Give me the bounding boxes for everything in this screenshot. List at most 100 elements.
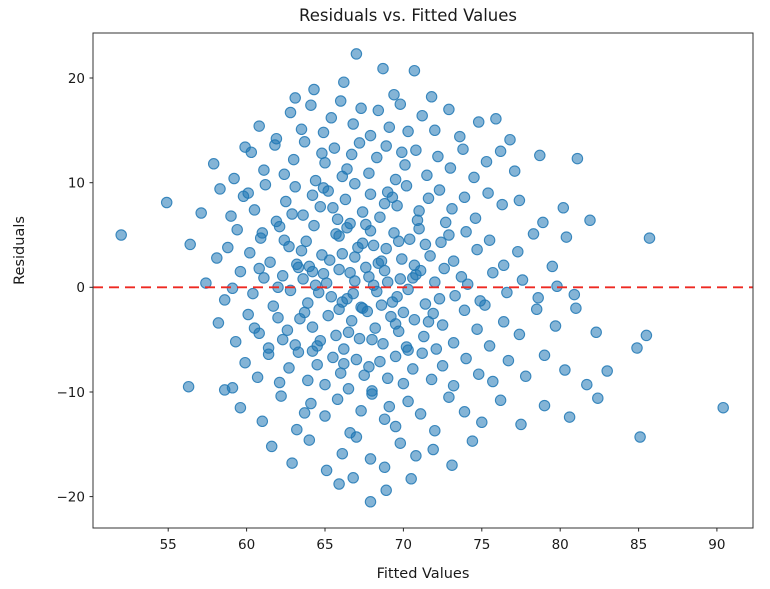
data-point	[497, 316, 510, 328]
data-point	[410, 144, 422, 156]
data-point	[425, 91, 438, 103]
x-tick-label: 70	[395, 537, 412, 553]
data-point	[380, 140, 392, 152]
data-point	[336, 447, 349, 460]
data-point	[289, 181, 301, 193]
data-point	[402, 395, 414, 408]
data-point	[334, 95, 347, 107]
data-point	[258, 164, 270, 176]
data-point	[483, 234, 496, 246]
data-point	[364, 188, 377, 200]
data-point	[292, 261, 305, 274]
data-point	[371, 151, 383, 164]
data-point	[419, 298, 432, 310]
data-point	[439, 216, 452, 229]
data-point	[295, 123, 308, 136]
data-point	[259, 178, 272, 191]
data-point	[429, 124, 441, 137]
y-tick-label: −20	[57, 489, 86, 505]
data-point	[327, 351, 339, 364]
data-point	[302, 297, 314, 309]
data-point	[435, 236, 447, 249]
data-point	[487, 375, 499, 388]
data-point	[568, 288, 581, 301]
data-point	[226, 282, 239, 295]
data-point	[298, 407, 311, 419]
data-point	[429, 424, 441, 437]
data-point	[352, 241, 364, 254]
data-point	[512, 245, 524, 258]
data-point	[447, 255, 460, 267]
data-point	[297, 209, 309, 221]
data-point	[380, 484, 392, 497]
data-point	[287, 153, 300, 166]
data-point	[239, 141, 251, 153]
data-point	[532, 292, 544, 304]
data-point	[584, 214, 596, 227]
data-point	[497, 259, 510, 272]
data-point	[560, 231, 573, 243]
chart-title: Residuals vs. Fitted Values	[299, 6, 517, 25]
data-point	[413, 205, 425, 217]
data-point	[546, 260, 559, 273]
data-point	[234, 401, 247, 414]
data-point	[601, 365, 613, 377]
data-point	[590, 326, 602, 339]
y-tick-label: 10	[68, 176, 85, 192]
data-point	[284, 106, 297, 119]
data-point	[410, 450, 422, 462]
data-point	[513, 194, 526, 207]
data-point	[242, 308, 254, 321]
x-tick-label: 60	[238, 537, 255, 553]
data-point	[374, 211, 386, 223]
y-axis-ticks: −20 −10 0 10 20	[57, 71, 93, 505]
data-point	[381, 372, 394, 385]
data-point	[377, 338, 389, 350]
x-tick-label: 65	[316, 537, 333, 553]
data-point	[446, 459, 458, 471]
data-point	[317, 182, 330, 194]
x-axis-label: Fitted Values	[377, 566, 470, 582]
data-point	[516, 274, 529, 286]
data-point	[515, 418, 527, 431]
data-point	[347, 472, 359, 484]
data-point	[557, 202, 570, 214]
data-point	[319, 378, 331, 391]
data-point	[330, 228, 342, 240]
data-point	[563, 411, 576, 423]
data-point	[306, 189, 319, 201]
data-point	[717, 401, 729, 414]
data-point	[338, 76, 350, 88]
data-point	[425, 373, 438, 386]
data-point	[419, 238, 432, 251]
data-point	[367, 279, 380, 291]
data-point	[457, 143, 469, 155]
data-point	[229, 335, 242, 348]
data-point	[316, 249, 328, 261]
data-point	[538, 399, 551, 412]
data-point	[490, 113, 502, 125]
data-point	[200, 277, 212, 289]
data-point	[399, 159, 411, 171]
data-point	[333, 303, 345, 316]
data-point	[330, 329, 342, 342]
data-point	[300, 235, 312, 248]
data-point	[364, 129, 377, 142]
scatter-points	[115, 48, 729, 508]
data-point	[248, 204, 261, 216]
data-point	[397, 306, 410, 319]
data-point	[447, 379, 460, 392]
data-point	[305, 397, 317, 410]
data-point	[331, 393, 344, 406]
data-point	[631, 342, 643, 354]
data-point	[298, 136, 311, 148]
data-point	[508, 165, 521, 177]
data-point	[640, 329, 653, 342]
data-point	[247, 287, 259, 300]
data-point	[214, 183, 226, 195]
data-point	[325, 290, 338, 303]
data-point	[338, 343, 350, 355]
data-point	[276, 333, 289, 346]
data-point	[289, 92, 301, 104]
data-point	[380, 242, 392, 255]
